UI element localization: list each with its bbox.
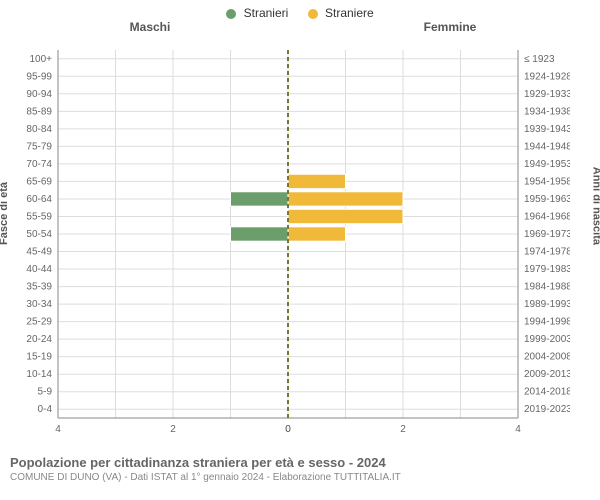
age-label: 40-44 bbox=[26, 264, 52, 275]
age-label: 75-79 bbox=[26, 141, 52, 152]
age-label: 15-19 bbox=[26, 352, 52, 363]
birth-year-label: 1939-1943 bbox=[524, 124, 570, 135]
birth-year-label: 1959-1963 bbox=[524, 194, 570, 205]
age-label: 55-59 bbox=[26, 211, 52, 222]
birth-year-label: 1999-2003 bbox=[524, 334, 570, 345]
age-label: 30-34 bbox=[26, 299, 52, 310]
legend: Stranieri Straniere bbox=[0, 0, 600, 20]
birth-year-label: 2019-2023 bbox=[524, 404, 570, 415]
bar-female bbox=[288, 174, 346, 188]
age-label: 35-39 bbox=[26, 282, 52, 293]
birth-year-label: 2009-2013 bbox=[524, 369, 570, 380]
header-female: Femmine bbox=[300, 20, 600, 34]
age-label: 95-99 bbox=[26, 71, 52, 82]
chart-title: Popolazione per cittadinanza straniera p… bbox=[10, 455, 590, 470]
birth-year-label: 1944-1948 bbox=[524, 141, 570, 152]
birth-year-label: 1934-1938 bbox=[524, 106, 570, 117]
age-label: 90-94 bbox=[26, 89, 52, 100]
birth-year-label: 1954-1958 bbox=[524, 176, 570, 187]
age-label: 50-54 bbox=[26, 229, 52, 240]
birth-year-label: 1929-1933 bbox=[524, 89, 570, 100]
age-label: 85-89 bbox=[26, 106, 52, 117]
age-label: 10-14 bbox=[26, 369, 52, 380]
age-label: 60-64 bbox=[26, 194, 52, 205]
birth-year-label: 1989-1993 bbox=[524, 299, 570, 310]
x-tick-label: 4 bbox=[55, 424, 61, 435]
legend-swatch-male bbox=[226, 9, 236, 19]
age-label: 20-24 bbox=[26, 334, 52, 345]
age-label: 100+ bbox=[29, 54, 52, 65]
bar-female bbox=[288, 227, 346, 241]
chart-area: Fasce di età Anni di nascita 100+≤ 19239… bbox=[10, 42, 590, 447]
x-tick-label: 2 bbox=[170, 424, 176, 435]
y-axis-label-left: Fasce di età bbox=[0, 182, 10, 245]
footer: Popolazione per cittadinanza straniera p… bbox=[10, 455, 590, 483]
age-label: 45-49 bbox=[26, 247, 52, 258]
age-label: 25-29 bbox=[26, 317, 52, 328]
x-tick-label: 0 bbox=[285, 424, 291, 435]
x-tick-label: 4 bbox=[515, 424, 521, 435]
birth-year-label: 1949-1953 bbox=[524, 159, 570, 170]
bar-male bbox=[231, 192, 289, 206]
bar-female bbox=[288, 192, 403, 206]
age-label: 70-74 bbox=[26, 159, 52, 170]
birth-year-label: 2014-2018 bbox=[524, 387, 570, 398]
column-headers: Maschi Femmine bbox=[0, 20, 600, 38]
birth-year-label: ≤ 1923 bbox=[524, 54, 555, 65]
birth-year-label: 1924-1928 bbox=[524, 71, 570, 82]
birth-year-label: 1984-1988 bbox=[524, 282, 570, 293]
pyramid-chart: 100+ ≤ 1923 95-99 1924-1928 90-94 1929-1933 85… bbox=[10, 42, 570, 442]
age-label: 5-9 bbox=[38, 387, 53, 398]
header-male: Maschi bbox=[0, 20, 300, 34]
legend-label-male: Stranieri bbox=[244, 6, 289, 20]
x-tick-label: 2 bbox=[400, 424, 406, 435]
y-axis-label-right: Anni di nascita bbox=[590, 166, 600, 244]
legend-label-female: Straniere bbox=[325, 6, 374, 20]
age-label: 65-69 bbox=[26, 176, 52, 187]
birth-year-label: 1969-1973 bbox=[524, 229, 570, 240]
birth-year-label: 1994-1998 bbox=[524, 317, 570, 328]
bar-male bbox=[231, 227, 289, 241]
age-label: 0-4 bbox=[38, 404, 53, 415]
birth-year-label: 1964-1968 bbox=[524, 211, 570, 222]
age-label: 80-84 bbox=[26, 124, 52, 135]
birth-year-label: 2004-2008 bbox=[524, 352, 570, 363]
chart-subtitle: COMUNE DI DUNO (VA) - Dati ISTAT al 1° g… bbox=[10, 472, 590, 483]
legend-item-male: Stranieri bbox=[226, 6, 288, 20]
legend-item-female: Straniere bbox=[308, 6, 374, 20]
legend-swatch-female bbox=[308, 9, 318, 19]
bar-female bbox=[288, 209, 403, 223]
birth-year-label: 1979-1983 bbox=[524, 264, 570, 275]
birth-year-label: 1974-1978 bbox=[524, 247, 570, 258]
